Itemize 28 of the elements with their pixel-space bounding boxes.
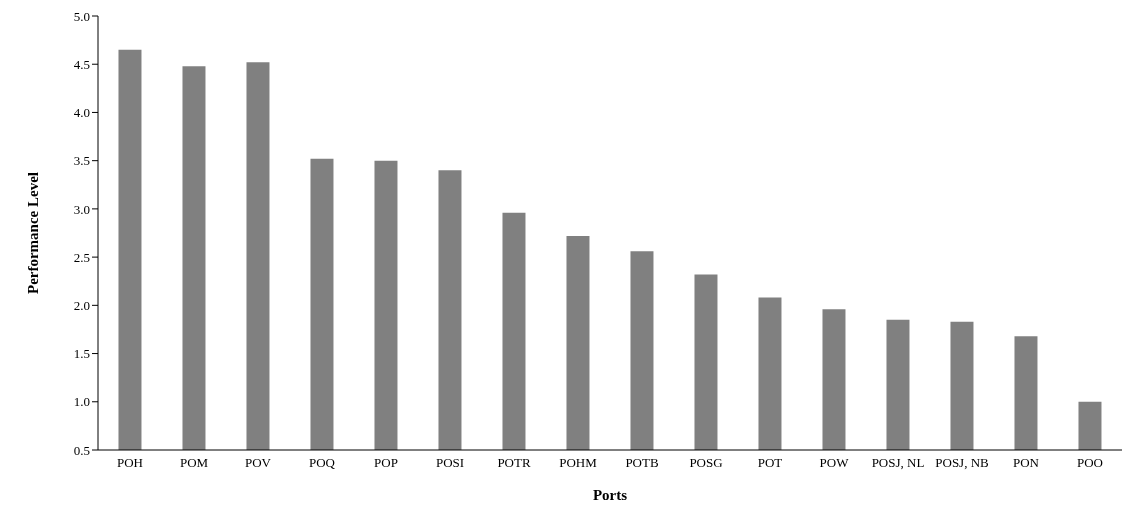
x-tick-label: POSG <box>689 455 723 471</box>
x-tick-label: POSJ, NB <box>935 455 990 471</box>
x-tick-label: POV <box>244 455 272 471</box>
x-tick-label: POSI <box>435 455 465 471</box>
x-tick-label: POH <box>116 455 144 471</box>
x-tick-label: PON <box>1012 455 1040 471</box>
x-tick-label: POTR <box>497 455 531 471</box>
x-tick-label: POO <box>1076 455 1104 471</box>
y-tick-label: 1.5 <box>73 346 90 362</box>
x-tick-label: POSJ, NL <box>871 455 925 471</box>
y-tick-label: 3.5 <box>73 153 90 169</box>
y-tick-label: 3.0 <box>73 201 90 217</box>
x-tick-label: POP <box>374 455 398 471</box>
x-tick-label: POM <box>179 455 209 471</box>
y-tick-label: 1.0 <box>73 394 90 410</box>
y-tick-label: 4.5 <box>73 56 90 72</box>
y-tick-label: 4.0 <box>73 105 90 121</box>
x-tick-label: POW <box>819 455 850 471</box>
y-axis-title: Performance Level <box>25 171 42 295</box>
y-tick-label: 2.5 <box>73 249 90 265</box>
y-tick-label: 2.0 <box>73 297 90 313</box>
y-tick-label: 0.5 <box>73 442 90 458</box>
x-tick-label: POTB <box>625 455 659 471</box>
x-tick-label: POT <box>757 455 783 471</box>
x-tick-label: POHM <box>559 455 598 471</box>
x-tick-label: POQ <box>308 455 336 471</box>
y-tick-label: 5.0 <box>73 8 90 24</box>
x-axis-title: Ports <box>592 487 628 503</box>
